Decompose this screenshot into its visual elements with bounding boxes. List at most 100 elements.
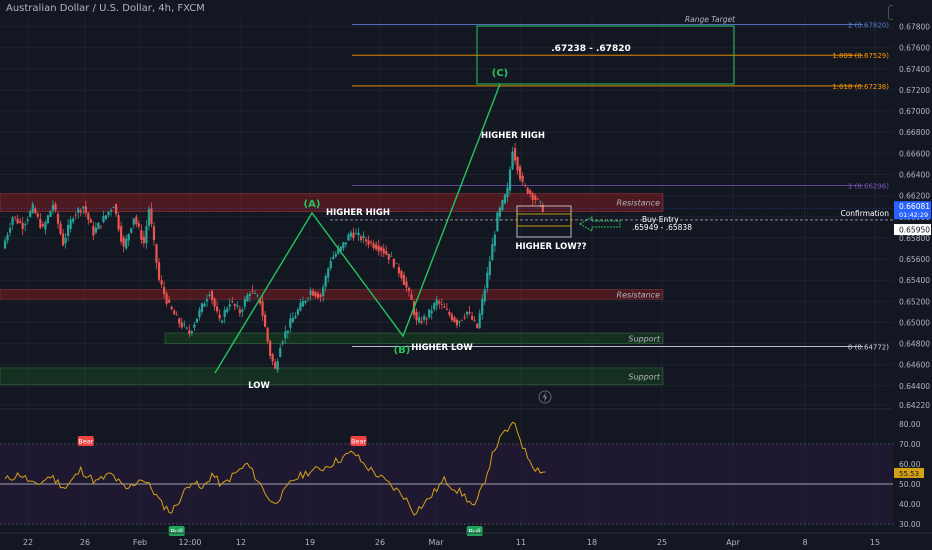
candle bbox=[84, 206, 87, 214]
candle bbox=[387, 253, 390, 260]
candle bbox=[334, 253, 337, 257]
y-tick-label: 0.67800 bbox=[899, 23, 930, 32]
candle bbox=[175, 314, 178, 316]
candle bbox=[41, 224, 44, 227]
candle bbox=[256, 295, 259, 297]
candle bbox=[402, 274, 406, 285]
candle bbox=[107, 211, 110, 216]
candle bbox=[541, 205, 544, 212]
candle bbox=[508, 169, 512, 191]
confirmation-tag bbox=[894, 224, 931, 236]
candle bbox=[173, 310, 176, 315]
fib-level-label: 2 (0.67820) bbox=[848, 21, 889, 29]
candle bbox=[501, 200, 504, 211]
x-tick-label: 12 bbox=[236, 538, 246, 547]
candle bbox=[380, 247, 383, 251]
y-tick-label: 0.64600 bbox=[899, 361, 930, 370]
candle bbox=[228, 304, 231, 307]
candle bbox=[44, 222, 47, 230]
rsi-tick-label: 30.00 bbox=[899, 520, 921, 529]
candle bbox=[534, 195, 537, 201]
candle bbox=[165, 293, 168, 304]
candle bbox=[400, 270, 403, 279]
candle bbox=[127, 233, 130, 241]
candle bbox=[125, 238, 128, 249]
candle bbox=[407, 288, 411, 291]
candle bbox=[503, 194, 507, 204]
candle bbox=[425, 318, 428, 320]
candle bbox=[271, 354, 274, 362]
candle bbox=[496, 212, 499, 232]
candle bbox=[39, 218, 42, 228]
candle bbox=[203, 303, 206, 307]
x-tick-label: Mar bbox=[428, 538, 444, 547]
candle bbox=[284, 331, 287, 339]
candle bbox=[372, 243, 375, 248]
rsi-tick-label: 50.00 bbox=[899, 480, 921, 489]
candle bbox=[89, 219, 92, 223]
candle bbox=[104, 215, 108, 219]
fib-level-label: 1.618 (0.67238) bbox=[832, 83, 889, 91]
candle bbox=[438, 301, 441, 304]
candle bbox=[339, 246, 342, 252]
candle bbox=[208, 294, 211, 297]
candle bbox=[223, 309, 226, 318]
candle bbox=[233, 303, 236, 306]
candle bbox=[410, 294, 413, 300]
candle bbox=[51, 204, 55, 211]
candle bbox=[430, 310, 433, 314]
candle bbox=[269, 340, 272, 356]
candle bbox=[319, 294, 322, 297]
higher-low-question-label: HIGHER LOW?? bbox=[515, 242, 586, 252]
candle bbox=[157, 262, 161, 280]
candle bbox=[418, 317, 421, 323]
wave-c-label: (C) bbox=[492, 68, 508, 79]
candle bbox=[382, 248, 385, 254]
y-tick-label: 0.66600 bbox=[899, 149, 930, 158]
candle bbox=[82, 206, 85, 209]
y-tick-label: 0.65200 bbox=[899, 297, 930, 306]
candle bbox=[458, 321, 461, 323]
candle bbox=[324, 276, 327, 287]
candle bbox=[521, 175, 524, 182]
zone-label: Resistance bbox=[617, 199, 661, 208]
candle bbox=[140, 229, 143, 240]
candle bbox=[465, 311, 469, 315]
flash-icon bbox=[538, 390, 552, 404]
candle bbox=[193, 324, 196, 328]
candle bbox=[258, 298, 262, 304]
candle bbox=[445, 309, 448, 311]
candle bbox=[34, 208, 37, 214]
candle bbox=[61, 233, 65, 246]
candle bbox=[31, 204, 34, 213]
candle bbox=[362, 235, 365, 238]
candle bbox=[322, 287, 325, 297]
higher-high-label: HIGHER HIGH bbox=[326, 208, 390, 218]
candle bbox=[291, 317, 294, 323]
candle bbox=[160, 280, 163, 285]
candle bbox=[155, 244, 158, 263]
candle bbox=[109, 210, 113, 212]
candle bbox=[54, 204, 57, 211]
zone-green bbox=[0, 367, 664, 386]
y-tick-label: 0.64800 bbox=[899, 340, 930, 349]
candle bbox=[453, 317, 456, 322]
x-tick-label: 12:00 bbox=[178, 538, 201, 547]
candle bbox=[311, 290, 315, 296]
arrow-icon bbox=[579, 216, 621, 232]
candle bbox=[72, 218, 75, 222]
rsi-last-tag bbox=[894, 467, 924, 478]
candle bbox=[329, 261, 332, 269]
candle bbox=[195, 318, 198, 323]
candle bbox=[162, 286, 166, 294]
candle bbox=[274, 362, 277, 369]
candle bbox=[6, 234, 9, 241]
wave-b-label: (B) bbox=[394, 345, 411, 356]
candle bbox=[251, 290, 254, 292]
x-tick-label: 25 bbox=[657, 538, 667, 547]
candle bbox=[279, 347, 282, 357]
candle bbox=[420, 321, 423, 323]
candle bbox=[67, 224, 70, 237]
candle bbox=[286, 330, 289, 334]
